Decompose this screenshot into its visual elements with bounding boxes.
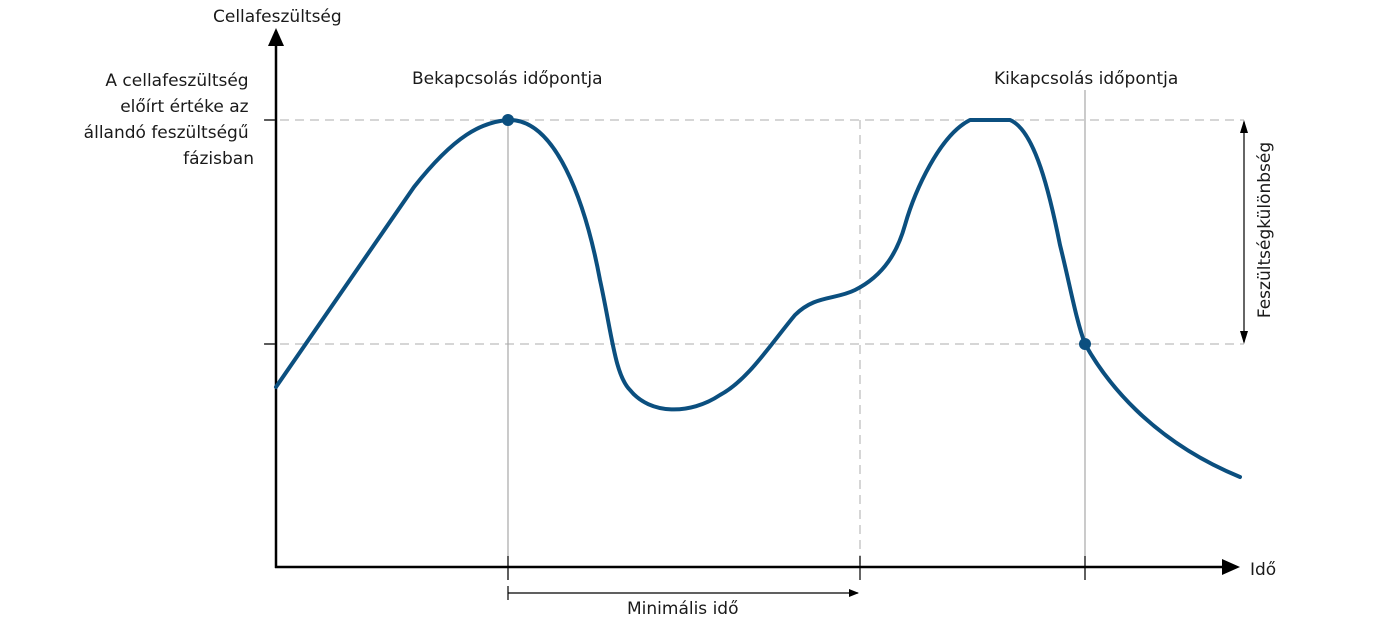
turn-off-point — [1079, 338, 1091, 350]
x-axis-label: Idő — [1250, 560, 1276, 580]
turn-off-label: Kikapcsolás időpontja — [994, 69, 1178, 89]
min-time-label: Minimális idő — [627, 599, 739, 619]
turn-on-label: Bekapcsolás időpontja — [412, 69, 603, 89]
voltage-difference-label: Feszültségkülönbség — [1255, 142, 1275, 318]
setpoint-label-line-4: fázisban — [183, 149, 254, 169]
setpoint-label-line-2: előírt értéke az — [120, 97, 248, 117]
voltage-difference-arrow-top-icon — [1240, 120, 1248, 133]
setpoint-label-line-1: A cellafeszültség — [105, 71, 248, 91]
setpoint-label-line-3: állandó feszültségű — [84, 123, 249, 143]
y-axis-arrow-icon — [268, 28, 284, 46]
y-axis-label: Cellafeszültség — [213, 7, 342, 27]
turn-on-point — [502, 114, 514, 126]
voltage-difference-arrow-bottom-icon — [1240, 331, 1248, 344]
setpoint-label: A cellafeszültség előírt értéke az állan… — [84, 71, 254, 169]
x-axis-arrow-icon — [1222, 559, 1240, 575]
cell-voltage-curve — [274, 117, 1242, 479]
